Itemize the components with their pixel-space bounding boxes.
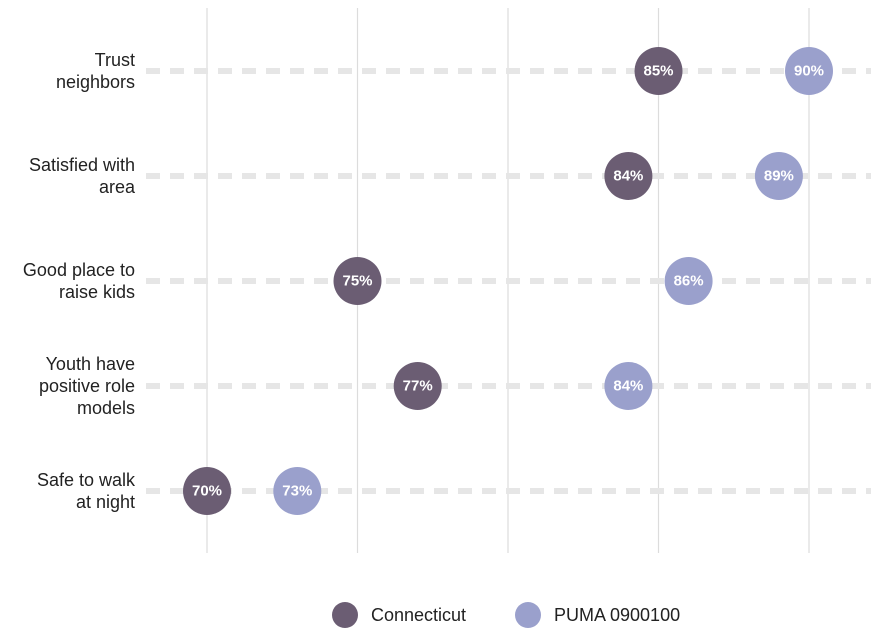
- data-point: [634, 47, 683, 95]
- category-rows: [146, 68, 871, 494]
- data-label: 86%: [674, 273, 704, 290]
- data-label: 73%: [282, 483, 312, 500]
- category-label-line: Satisfied with: [29, 155, 135, 175]
- legend-swatch: [332, 602, 358, 628]
- legend: Connecticut PUMA 0900100: [332, 602, 680, 628]
- category-label-line: models: [77, 398, 135, 418]
- data-label: 70%: [192, 483, 222, 500]
- category-label-line: positive role: [39, 376, 135, 396]
- category-labels: Trust neighbors Satisfied with area Good pla…: [23, 50, 136, 512]
- category-label-line: Safe to walk: [37, 470, 136, 490]
- data-point: [183, 467, 231, 515]
- data-point: [785, 47, 833, 95]
- category-label: Satisfied with area: [29, 155, 136, 197]
- legend-label: PUMA 0900100: [554, 605, 680, 625]
- data-point: [393, 362, 442, 410]
- data-point: [604, 152, 653, 200]
- data-label: 84%: [613, 378, 643, 395]
- category-label: Safe to walk at night: [37, 470, 136, 512]
- data-label: 77%: [403, 378, 433, 395]
- category-label-line: Trust: [95, 50, 135, 70]
- category-label-line: Good place to: [23, 260, 135, 280]
- category-label-line: Youth have: [46, 354, 135, 374]
- data-label: 90%: [794, 63, 824, 80]
- data-point: [604, 362, 653, 410]
- category-label-line: neighbors: [56, 72, 135, 92]
- category-label: Youth have positive role models: [39, 354, 135, 418]
- data-point: [664, 257, 713, 305]
- data-point: [333, 257, 382, 305]
- data-label: 85%: [643, 63, 673, 80]
- category-label: Good place to raise kids: [23, 260, 135, 302]
- legend-label: Connecticut: [371, 605, 466, 625]
- category-label-line: raise kids: [59, 282, 135, 302]
- data-label: 75%: [342, 273, 372, 290]
- data-points: 85% 84% 75% 77% 70% 90% 89% 86% 84% 73%: [183, 47, 833, 515]
- category-label-line: area: [99, 177, 136, 197]
- data-point: [754, 152, 803, 200]
- legend-swatch: [515, 602, 541, 628]
- data-point: [273, 467, 322, 515]
- data-label: 89%: [764, 168, 794, 185]
- data-label: 84%: [613, 168, 643, 185]
- category-label-line: at night: [76, 492, 135, 512]
- category-label: Trust neighbors: [56, 50, 135, 92]
